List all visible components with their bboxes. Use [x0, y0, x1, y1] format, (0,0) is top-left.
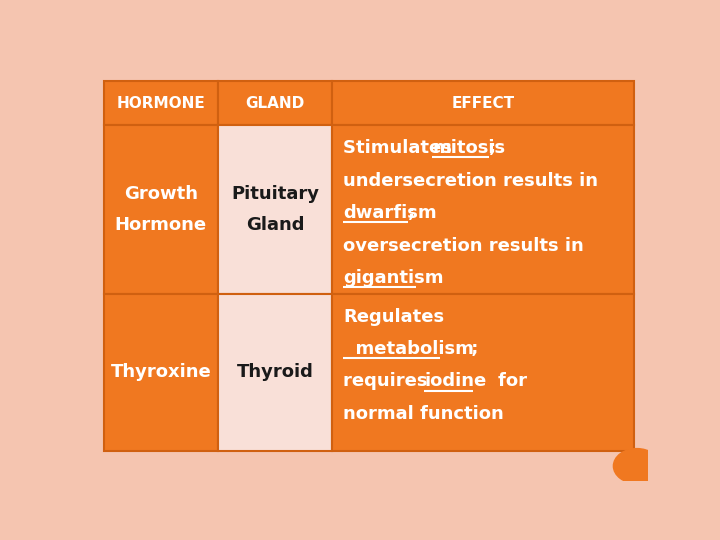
Text: ;: ; [408, 204, 415, 222]
Text: ;: ; [441, 340, 479, 358]
Bar [218, 125, 332, 294]
Bar [332, 82, 634, 125]
Bar [218, 82, 332, 125]
Text: Regulates: Regulates [343, 308, 444, 326]
Text: mitosis: mitosis [432, 139, 505, 157]
Bar [104, 125, 218, 294]
Text: oversecretion results in: oversecretion results in [343, 237, 584, 254]
Bar [104, 82, 218, 125]
Circle shape [613, 449, 660, 483]
Text: dwarfism: dwarfism [343, 204, 436, 222]
Text: for: for [473, 373, 527, 390]
Text: Growth: Growth [124, 185, 198, 203]
Text: ;: ; [489, 139, 496, 157]
Bar [332, 125, 634, 294]
Text: Gland: Gland [246, 217, 304, 234]
Text: Stimulates: Stimulates [343, 139, 458, 157]
Text: iodine: iodine [424, 373, 487, 390]
Text: EFFECT: EFFECT [451, 96, 515, 111]
Text: Thyroid: Thyroid [236, 363, 313, 381]
Text: gigantism: gigantism [343, 269, 444, 287]
Text: normal function: normal function [343, 405, 504, 423]
Text: requires: requires [343, 373, 440, 390]
Text: Hormone: Hormone [115, 217, 207, 234]
Text: HORMONE: HORMONE [117, 96, 205, 111]
Bar [104, 294, 218, 450]
Text: metabolism: metabolism [343, 340, 474, 358]
Bar [332, 294, 634, 450]
Text: undersecretion results in: undersecretion results in [343, 172, 598, 190]
Text: Pituitary: Pituitary [231, 185, 319, 203]
Text: GLAND: GLAND [246, 96, 305, 111]
Text: Thyroxine: Thyroxine [111, 363, 211, 381]
Bar [218, 294, 332, 450]
